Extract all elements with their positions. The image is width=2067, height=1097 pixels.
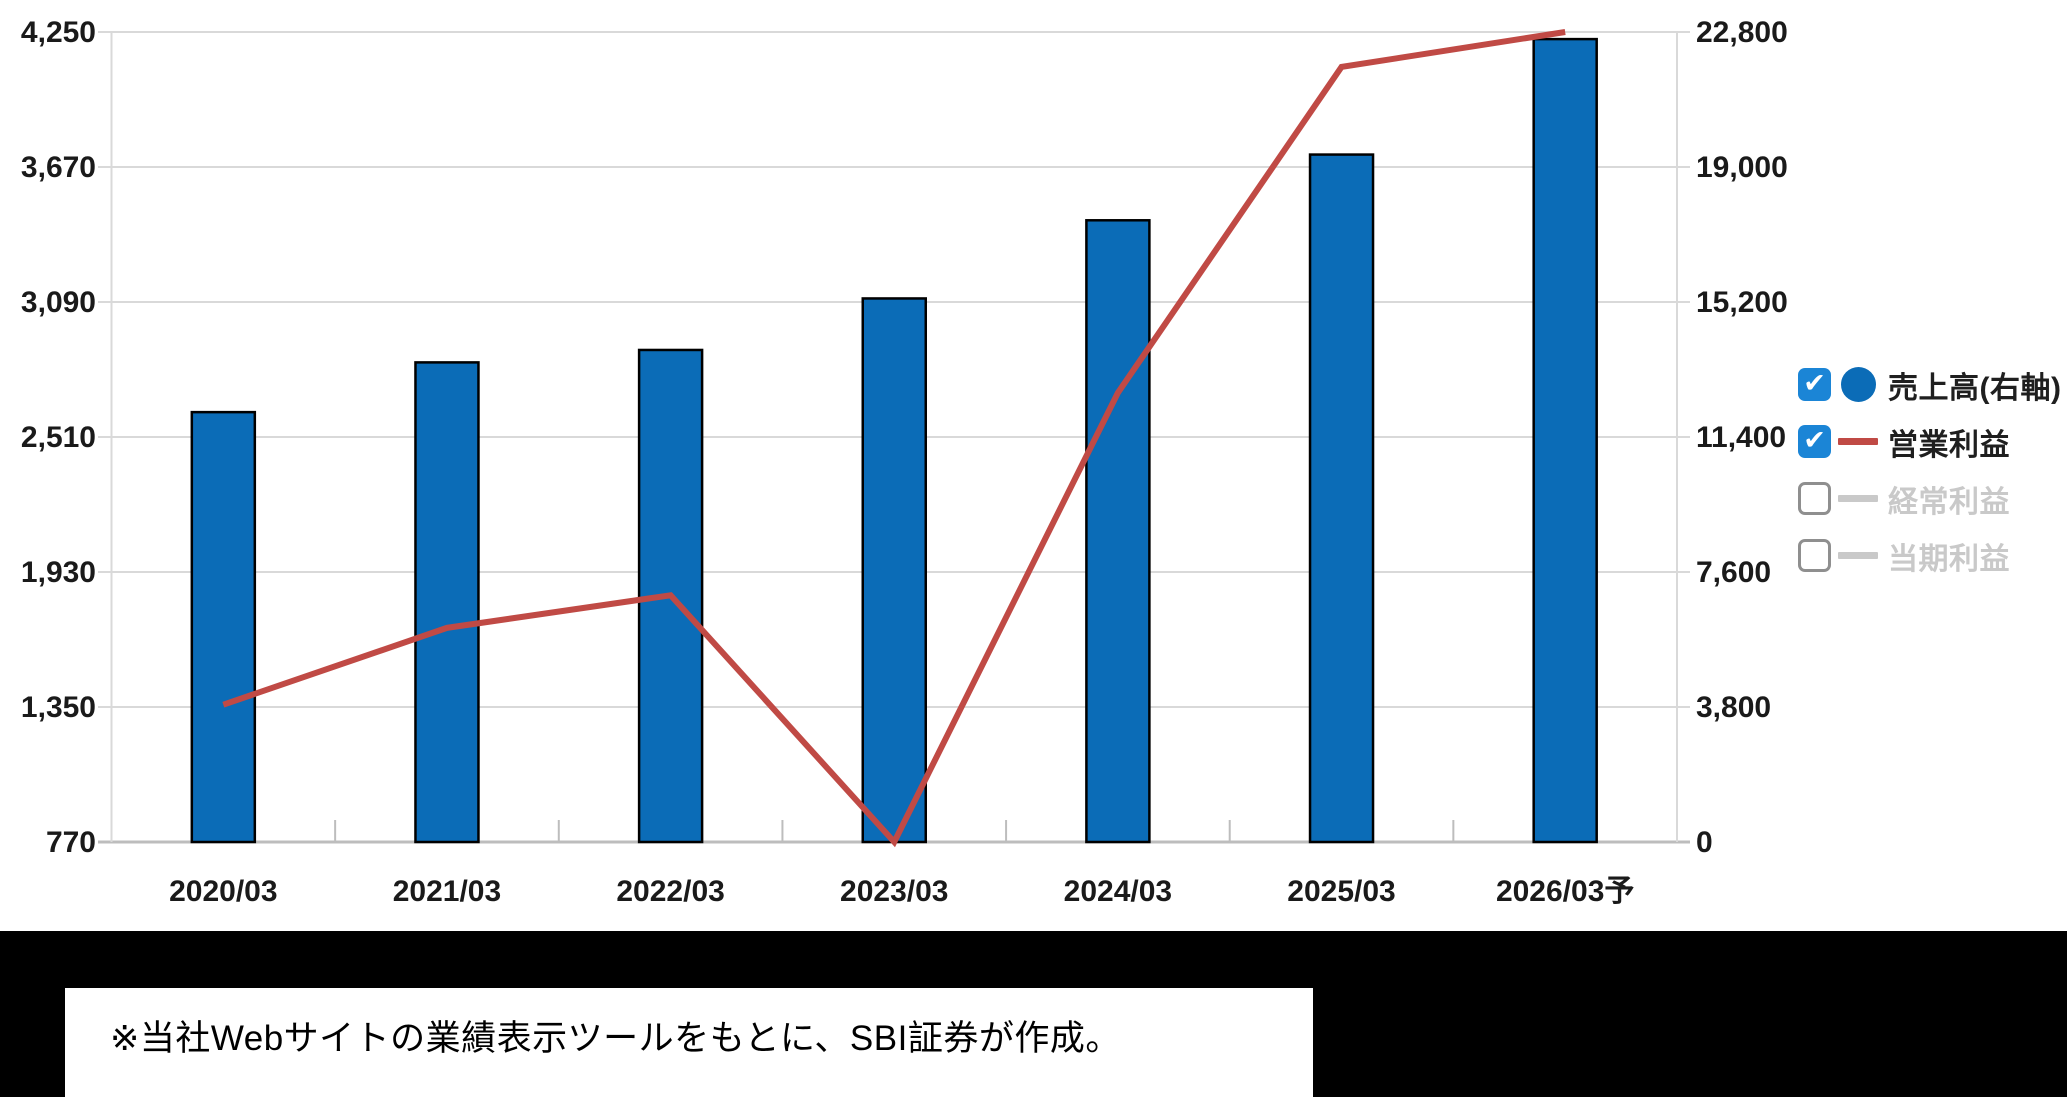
x-axis-label: 2022/03: [616, 875, 724, 908]
y-axis-right-tick-label: 22,800: [1696, 16, 1788, 49]
y-axis-right-tick-label: 15,200: [1696, 286, 1788, 319]
legend-label-operating-profit: 営業利益: [1888, 428, 2010, 462]
operating-profit-checkbox[interactable]: ✔: [1798, 425, 1831, 458]
revenue-bar: [414, 361, 480, 844]
revenue-bar: [861, 297, 927, 844]
chart-legend: ✔ 売上高(右軸) ✔ 営業利益 ✔ 経常利益 ✔ 当期利益: [1798, 364, 2061, 576]
x-axis-label: 2020/03: [169, 875, 277, 908]
revenue-bar: [1085, 219, 1151, 844]
series-line-swatch-icon: [1838, 438, 1878, 445]
x-axis-label: 2023/03: [840, 875, 948, 908]
x-axis-label: 2021/03: [393, 875, 501, 908]
x-axis-label: 2026/03予: [1496, 875, 1634, 908]
legend-item-operating-profit: ✔ 営業利益: [1798, 421, 2061, 462]
x-axis-label: 2025/03: [1287, 875, 1395, 908]
legend-label-ordinary-profit: 経常利益: [1888, 485, 2010, 519]
y-axis-right-tick-label: 3,800: [1696, 691, 1771, 724]
series-line-swatch-icon: [1838, 552, 1878, 559]
y-axis-right-tick-label: 11,400: [1696, 421, 1786, 454]
legend-item-sales: ✔ 売上高(右軸): [1798, 364, 2061, 405]
series-line-swatch-icon: [1838, 495, 1878, 502]
legend-label-net-profit: 当期利益: [1888, 542, 2010, 576]
revenue-bar: [1532, 37, 1598, 844]
y-axis-left-tick-label: 3,670: [21, 151, 96, 184]
series-marker-circle-icon: [1840, 367, 1876, 402]
y-axis-left-tick-label: 2,510: [21, 421, 96, 454]
bottom-black-strip: ※当社Webサイトの業績表示ツールをもとに、SBI証券が作成。: [0, 931, 2067, 1097]
combo-chart: 4,250 3,670 3,090 2,510 1,930 1,350 770 22,800 1…: [21, 16, 1788, 908]
y-axis-right-tick-label: 7,600: [1696, 556, 1771, 589]
legend-item-net-profit: ✔ 当期利益: [1798, 535, 2061, 576]
net-profit-checkbox[interactable]: ✔: [1798, 539, 1831, 572]
y-axis-left-tick-label: 1,350: [21, 691, 96, 724]
y-axis-left-tick-label: 1,930: [21, 556, 96, 589]
operating-profit-line: [222, 29, 1566, 848]
check-icon: ✔: [1803, 368, 1826, 398]
legend-label-sales: 売上高(右軸): [1888, 371, 2062, 405]
sales-checkbox[interactable]: ✔: [1798, 368, 1831, 401]
legend-item-ordinary-profit: ✔ 経常利益: [1798, 478, 2061, 519]
y-axis-left-tick-label: 3,090: [21, 286, 96, 319]
check-icon: ✔: [1803, 425, 1826, 455]
y-axis-left-tick-label: 770: [46, 826, 96, 859]
source-note-text: ※当社Webサイトの業績表示ツールをもとに、SBI証券が作成。: [110, 1019, 1121, 1058]
source-note-box: ※当社Webサイトの業績表示ツールをもとに、SBI証券が作成。: [65, 988, 1313, 1097]
revenue-bar: [1308, 153, 1375, 844]
ordinary-profit-checkbox[interactable]: ✔: [1798, 482, 1831, 515]
chart-region: 4,250 3,670 3,090 2,510 1,930 1,350 770 22,800 1…: [20, 16, 2061, 908]
revenue-bar: [190, 410, 257, 844]
y-axis-right-tick-label: 19,000: [1696, 151, 1788, 184]
y-axis-right-tick-label: 0: [1696, 826, 1713, 859]
y-axis-left-tick-label: 4,250: [21, 16, 96, 49]
x-axis-label: 2024/03: [1064, 875, 1172, 908]
